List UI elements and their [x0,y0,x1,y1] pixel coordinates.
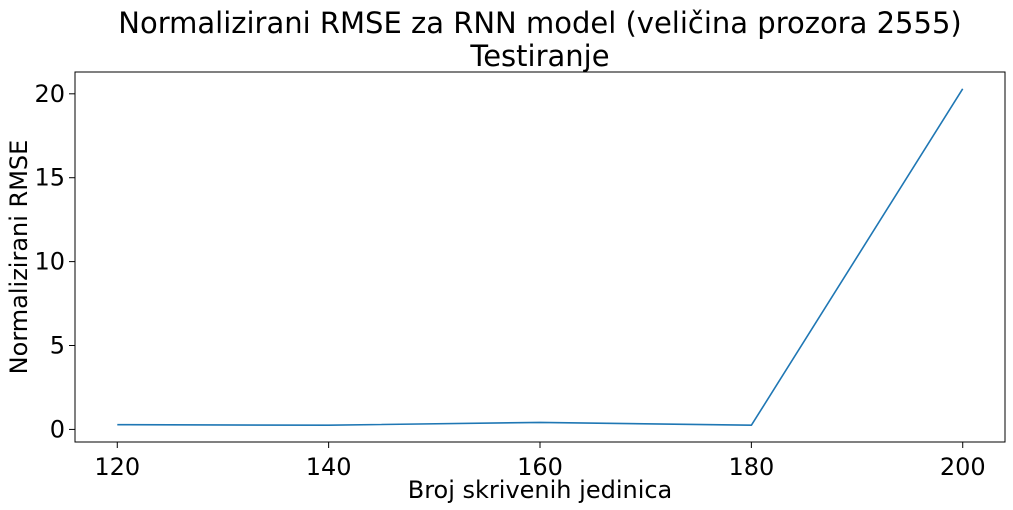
x-tick-label: 200 [940,453,986,481]
series-layer [117,88,964,427]
y-tick-label: 10 [34,248,65,276]
chart-title: Normalizirani RMSE za RNN model (veličin… [118,6,961,40]
series-line-0 [117,88,964,427]
y-tick-label: 20 [34,80,65,108]
y-tick-label: 15 [34,164,65,192]
x-axis: 120 140 160 180 200 [94,442,986,481]
x-tick-label: 120 [94,453,140,481]
chart-subtitle: Testiranje [469,39,609,73]
plot-area [74,71,1006,443]
x-tick-label: 140 [306,453,352,481]
y-tick-label: 0 [50,415,65,443]
y-axis: 0 5 10 15 20 [34,80,75,443]
y-tick-label: 5 [50,332,65,360]
x-axis-label: Broj skrivenih jedinica [408,476,673,504]
y-axis-label: Normalizirani RMSE [5,140,33,375]
x-tick-label: 160 [517,453,563,481]
x-tick-label: 180 [728,453,774,481]
